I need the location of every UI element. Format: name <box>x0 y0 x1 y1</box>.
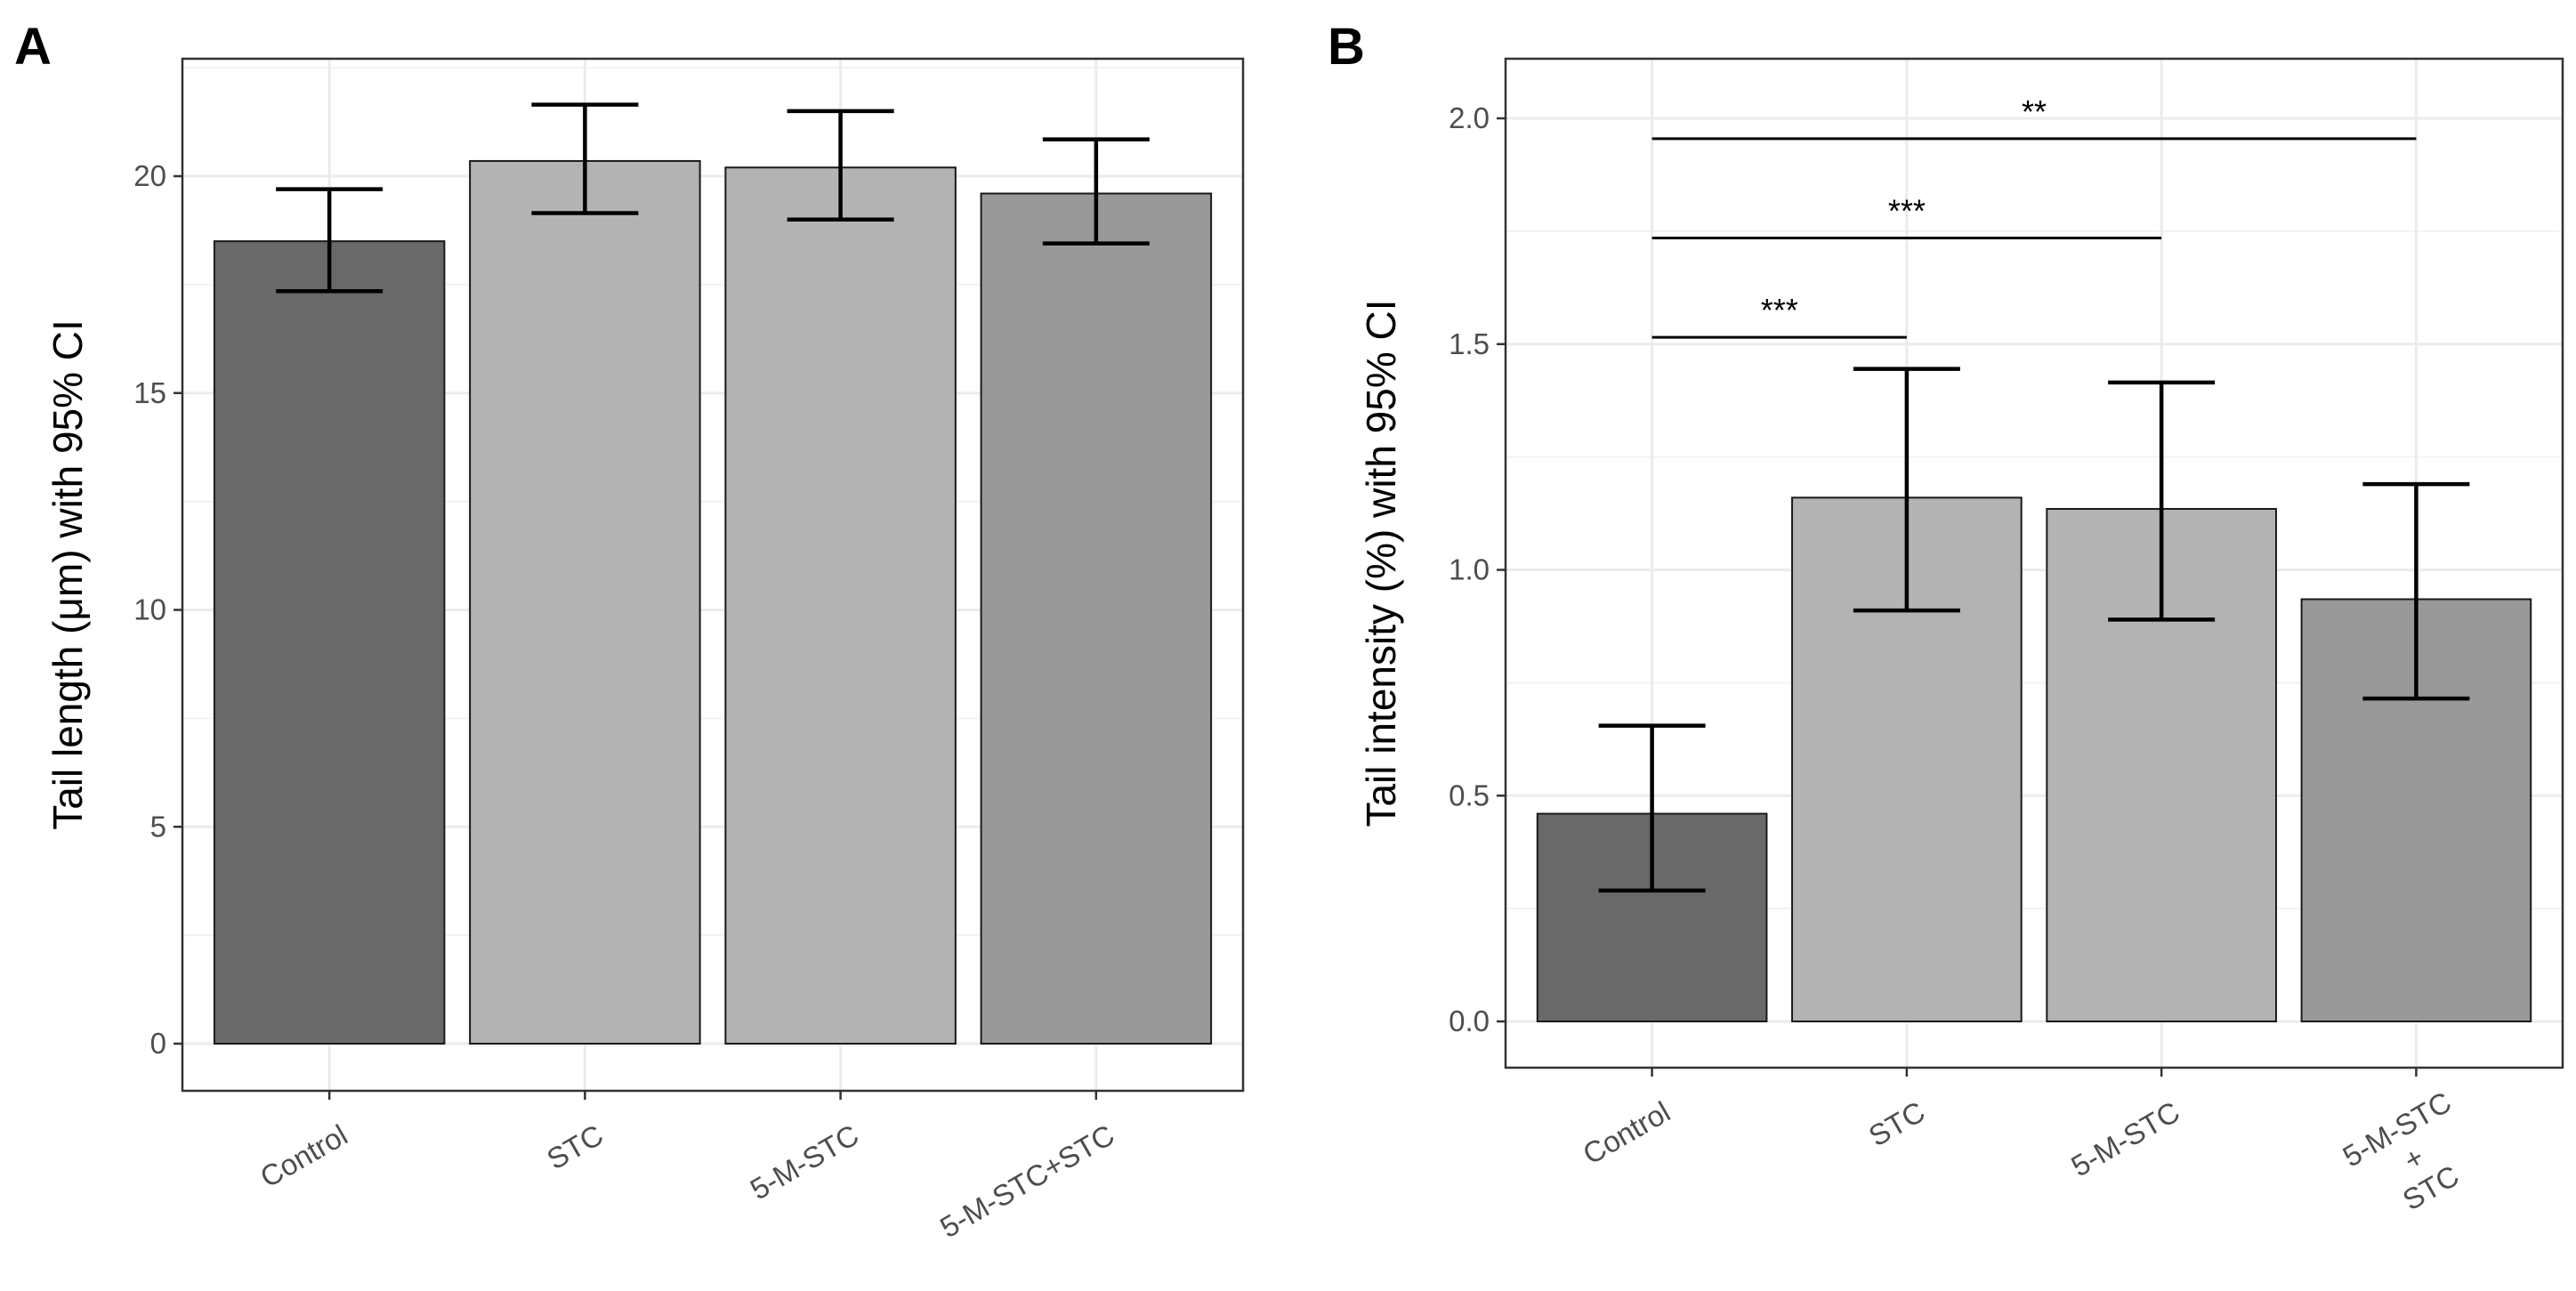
panel-a: A 0 5 10 15 20 Control STC 5-M-STC 5-M-STC+STC Ta… <box>14 18 1245 1245</box>
x-tick-label-3: 5-M-STC <box>745 1118 864 1206</box>
y-tick-label: 10 <box>133 593 166 626</box>
y-tick-label: 0.0 <box>1449 1005 1490 1037</box>
plot-area-a: 0 5 10 15 20 Control STC 5-M-STC 5-M-STC+STC Tail… <box>44 57 1245 1245</box>
x-tick-label-line: STC <box>2397 1158 2465 1216</box>
x-tick-label-1: Control <box>1577 1095 1676 1171</box>
y-tick-label: 0 <box>150 1027 166 1060</box>
bar-1 <box>213 240 446 1045</box>
panel-letter-b: B <box>1328 18 1365 76</box>
x-tick-label-4: 5-M-STC+STC <box>2337 1085 2490 1232</box>
y-tick-label: 1.0 <box>1449 553 1490 586</box>
x-tick-label-1: Control <box>254 1118 353 1194</box>
y-tick-label: 20 <box>133 159 166 192</box>
x-tick-label-2: STC <box>1863 1095 1931 1153</box>
y-tick-label: 2.0 <box>1449 101 1490 134</box>
y-tick-label: 0.5 <box>1449 779 1490 811</box>
plot-border <box>1504 57 2564 1069</box>
y-tick-label: 15 <box>133 376 166 409</box>
bar-3 <box>724 166 957 1045</box>
significance-label-1: *** <box>1761 292 1798 328</box>
x-tick-label-4: 5-M-STC+STC <box>934 1118 1119 1245</box>
plot-border <box>181 57 1245 1093</box>
x-tick-label-line: 5-M-STC <box>2337 1085 2456 1174</box>
panel-letter-a: A <box>14 18 52 76</box>
significance-label-2: *** <box>1888 192 1926 229</box>
bar-4 <box>980 192 1213 1045</box>
x-tick-label-3: 5-M-STC <box>2065 1095 2184 1183</box>
y-tick-label: 5 <box>150 810 166 843</box>
y-axis-title: Tail intensity (%) with 95% CI <box>1358 299 1404 827</box>
bar-2 <box>469 159 701 1045</box>
x-tick-label-2: STC <box>541 1118 609 1176</box>
y-tick-label: 1.5 <box>1449 327 1490 360</box>
y-axis-title: Tail length (μm) with 95% CI <box>44 319 91 830</box>
significance-label-3: ** <box>2022 93 2047 130</box>
